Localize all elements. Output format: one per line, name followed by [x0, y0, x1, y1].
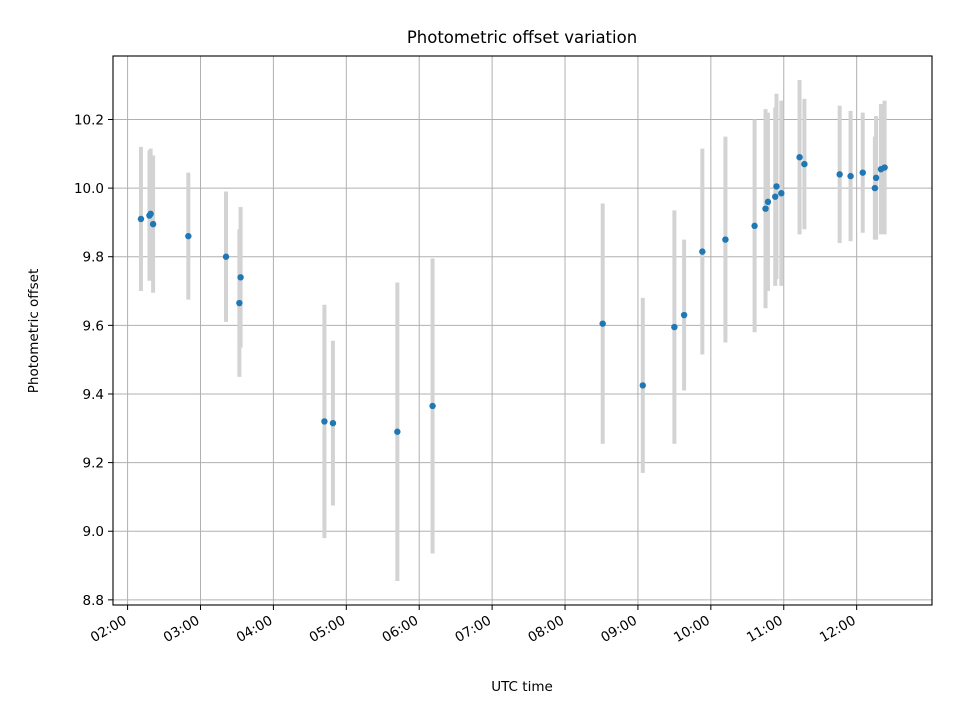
y-tick-label: 10.0: [74, 181, 104, 197]
data-point: [599, 320, 606, 327]
data-point: [764, 198, 772, 206]
data-point: [147, 210, 154, 218]
data-point: [222, 253, 230, 260]
grid: [113, 56, 932, 605]
y-tick-label: 10.2: [74, 112, 104, 128]
data-point: [773, 183, 780, 190]
data-point: [321, 418, 328, 425]
chart-title: Photometric offset variation: [407, 28, 637, 47]
y-tick-label: 9.2: [83, 456, 104, 472]
y-axis-ticks: 8.8 9.0 9.2 9.4 9.6 9.8 10.0 10.2: [74, 112, 113, 609]
data-point: [394, 428, 401, 435]
data-point: [836, 171, 843, 178]
data-point: [796, 154, 803, 161]
data-point: [671, 323, 678, 331]
y-tick-label: 9.0: [83, 524, 104, 540]
data-point: [680, 311, 688, 319]
data-point: [237, 274, 244, 281]
y-axis-label: Photometric offset: [26, 269, 42, 393]
data-point: [801, 160, 808, 168]
data-point: [772, 193, 779, 200]
data-point: [751, 222, 758, 230]
data-point: [778, 190, 785, 197]
y-tick-label: 8.8: [83, 593, 104, 609]
data-point: [847, 172, 854, 180]
data-point: [699, 248, 706, 255]
y-tick-label: 9.4: [83, 387, 104, 403]
data-point: [329, 419, 337, 427]
data-point: [859, 169, 866, 176]
data-point: [236, 299, 243, 307]
data-point: [722, 236, 729, 243]
data-point: [639, 382, 646, 389]
data-point: [762, 205, 769, 212]
data-point: [149, 220, 157, 228]
x-axis-label: UTC time: [491, 679, 553, 695]
data-points: [137, 154, 888, 435]
data-point: [872, 174, 880, 182]
data-point: [881, 164, 888, 171]
y-tick-label: 9.8: [83, 250, 104, 266]
y-tick-label: 9.6: [83, 318, 104, 334]
plot-frame: [112, 55, 933, 606]
data-point: [185, 232, 192, 240]
data-point: [429, 402, 436, 410]
data-point: [137, 215, 145, 223]
data-point: [871, 184, 879, 192]
